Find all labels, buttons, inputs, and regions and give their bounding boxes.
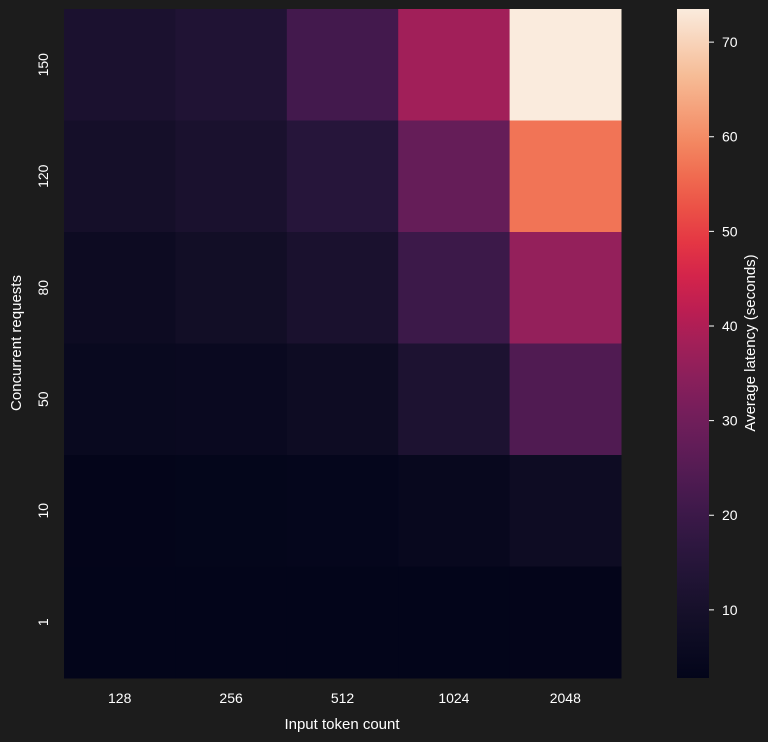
colorbar-tick-label: 30 [722,413,738,429]
colorbar-tick-label: 40 [722,318,738,334]
heatmap-cell-150-256 [175,9,288,121]
x-axis-label: Input token count [284,716,400,733]
heatmap-cell-120-512 [286,120,399,233]
heatmap-cell-50-2048 [509,343,622,456]
heatmap-cell-120-256 [175,120,288,233]
heatmap-cell-50-256 [175,343,288,456]
colorbar-label: Average latency (seconds) [742,254,759,431]
y-tick-labels: 150 120 80 50 10 1 [35,53,51,626]
y-axis-label: Concurrent requests [8,275,25,411]
x-tick-label: 512 [331,690,355,706]
colorbar-tick-label: 10 [722,602,738,618]
heatmap-cell-1-128 [64,566,176,679]
x-tick-label: 128 [108,690,132,706]
heatmap-cell-120-128 [64,120,176,233]
heatmap-cell-150-2048 [509,9,622,121]
heatmap-cell-150-1024 [398,9,511,121]
colorbar-tick-label: 50 [722,223,738,239]
x-tick-labels: 128 256 512 1024 2048 [108,690,581,706]
y-tick-label: 1 [35,618,51,626]
colorbar-tick-label: 20 [722,507,738,523]
heatmap-cell-1-1024 [398,566,511,679]
y-tick-label: 80 [35,280,51,296]
colorbar [677,9,709,678]
heatmap-cell-10-1024 [398,455,511,567]
heatmap-cell-120-2048 [509,120,622,233]
heatmap-cell-10-128 [64,455,176,567]
x-tick-label: 2048 [550,690,581,706]
heatmap-cell-150-512 [286,9,399,121]
heatmap-cell-1-256 [175,566,288,679]
x-tick-label: 1024 [438,690,469,706]
heatmap-cell-10-2048 [509,455,622,567]
colorbar-ticks: 10 20 30 40 50 60 70 [709,34,738,618]
heatmap-cell-80-512 [286,232,399,344]
heatmap-cells [64,9,622,679]
heatmap-cell-1-2048 [509,566,622,679]
heatmap-cell-80-128 [64,232,176,344]
heatmap-cell-10-256 [175,455,288,567]
heatmap-cell-150-128 [64,9,176,121]
heatmap-cell-80-2048 [509,232,622,344]
heatmap-cell-1-512 [286,566,399,679]
heatmap-cell-80-256 [175,232,288,344]
y-tick-label: 50 [35,391,51,407]
heatmap-cell-50-1024 [398,343,511,456]
heatmap-cell-120-1024 [398,120,511,233]
y-tick-label: 120 [35,164,51,188]
colorbar-tick-label: 60 [722,129,738,145]
heatmap-cell-50-128 [64,343,176,456]
heatmap-cell-10-512 [286,455,399,567]
colorbar-tick-label: 70 [722,34,738,50]
heatmap-cell-50-512 [286,343,399,456]
y-tick-label: 150 [35,53,51,77]
y-tick-label: 10 [35,503,51,519]
x-tick-label: 256 [219,690,243,706]
heatmap-cell-80-1024 [398,232,511,344]
